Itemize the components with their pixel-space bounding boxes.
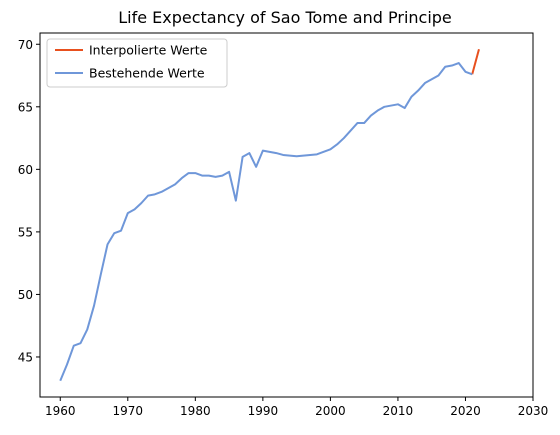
x-tick-label: 1980 bbox=[180, 404, 211, 418]
y-tick-label: 65 bbox=[18, 100, 33, 114]
legend: Interpolierte Werte Bestehende Werte bbox=[46, 38, 228, 88]
series-layer bbox=[59, 48, 480, 382]
legend-box bbox=[46, 38, 228, 88]
y-tick-label: 70 bbox=[18, 38, 33, 52]
legend-label-interpolated: Interpolierte Werte bbox=[89, 43, 208, 58]
x-tick-label: 1960 bbox=[45, 404, 76, 418]
x-tick-label: 2000 bbox=[315, 404, 346, 418]
series-line-interpolated bbox=[471, 48, 480, 75]
y-axis: 45 50 55 60 65 70 bbox=[18, 38, 40, 364]
y-tick-label: 50 bbox=[18, 288, 33, 302]
x-axis: 1960 1970 1980 1990 2000 2010 2020 2030 bbox=[45, 397, 548, 418]
chart-title: Life Expectancy of Sao Tome and Principe bbox=[118, 8, 452, 27]
legend-label-existing: Bestehende Werte bbox=[89, 66, 205, 81]
y-tick-label: 55 bbox=[18, 225, 33, 239]
y-tick-label: 45 bbox=[18, 350, 33, 364]
x-tick-label: 2030 bbox=[518, 404, 549, 418]
x-tick-label: 2020 bbox=[450, 404, 481, 418]
plot-frame bbox=[39, 32, 534, 398]
x-tick-label: 2010 bbox=[383, 404, 414, 418]
x-tick-label: 1970 bbox=[113, 404, 144, 418]
x-tick-label: 1990 bbox=[248, 404, 279, 418]
y-tick-label: 60 bbox=[18, 163, 33, 177]
series-line-existing bbox=[59, 62, 473, 382]
